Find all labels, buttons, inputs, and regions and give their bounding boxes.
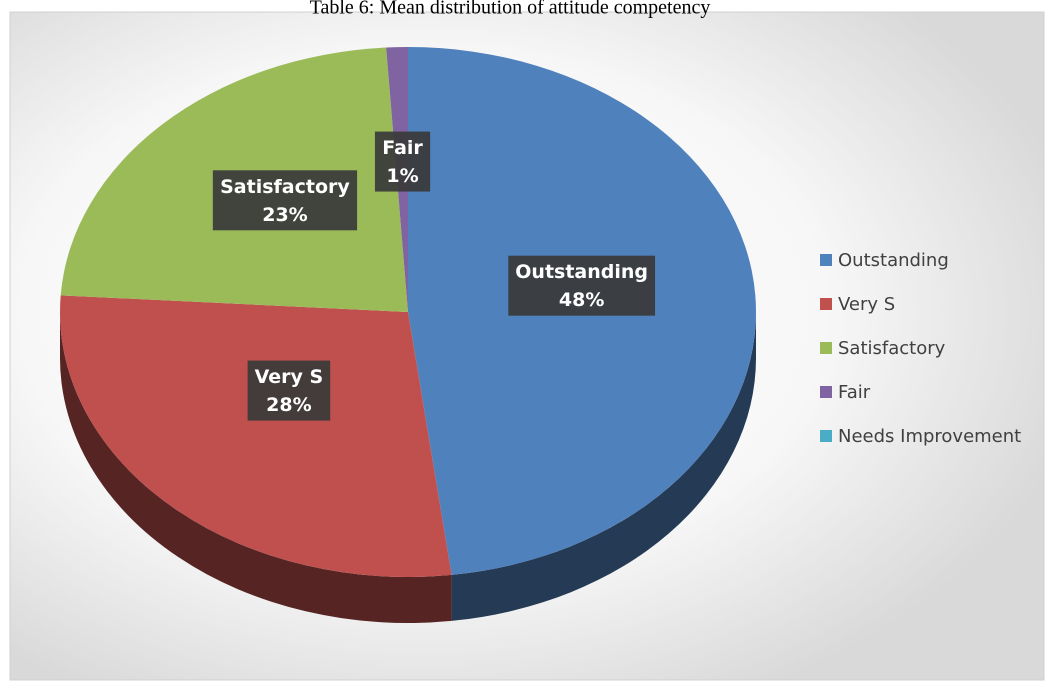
legend-label: Outstanding [838,250,949,271]
legend-label: Fair [838,382,871,403]
slice-side [451,312,756,621]
legend-swatch [820,254,832,266]
data-label: Fair 1% [374,131,431,192]
legend-label: Very S [838,294,895,315]
label-value: 28% [266,394,311,416]
label-name: Fair [382,137,423,159]
chart-title: Table 6: Mean distribution of attitude c… [310,0,711,19]
legend-swatch [820,342,832,354]
label-box [374,131,431,192]
label-box [247,360,331,421]
label-value: 23% [262,204,307,226]
label-name: Outstanding [515,261,648,283]
data-label: Outstanding 48% [508,255,656,316]
legend-swatch [820,298,832,310]
legend-label: Needs Improvement [838,426,1021,447]
label-name: Very S [255,366,324,388]
data-label: Satisfactory 23% [212,170,358,231]
legend-label: Satisfactory [838,338,946,359]
legend-swatch [820,386,832,398]
label-name: Satisfactory [220,176,350,198]
data-label: Very S 28% [247,360,331,421]
label-box [212,170,358,231]
data-labels: Outstanding 48% Very S 28% Satisfactory 23% Fa… [212,131,656,421]
label-value: 1% [386,165,418,187]
slice [59,295,452,578]
legend: Outstanding Very S Satisfactory Fair Needs I… [820,250,1021,447]
label-box [508,255,656,316]
label-value: 48% [559,289,604,311]
legend-swatch [820,430,832,442]
slice-side [60,312,452,623]
